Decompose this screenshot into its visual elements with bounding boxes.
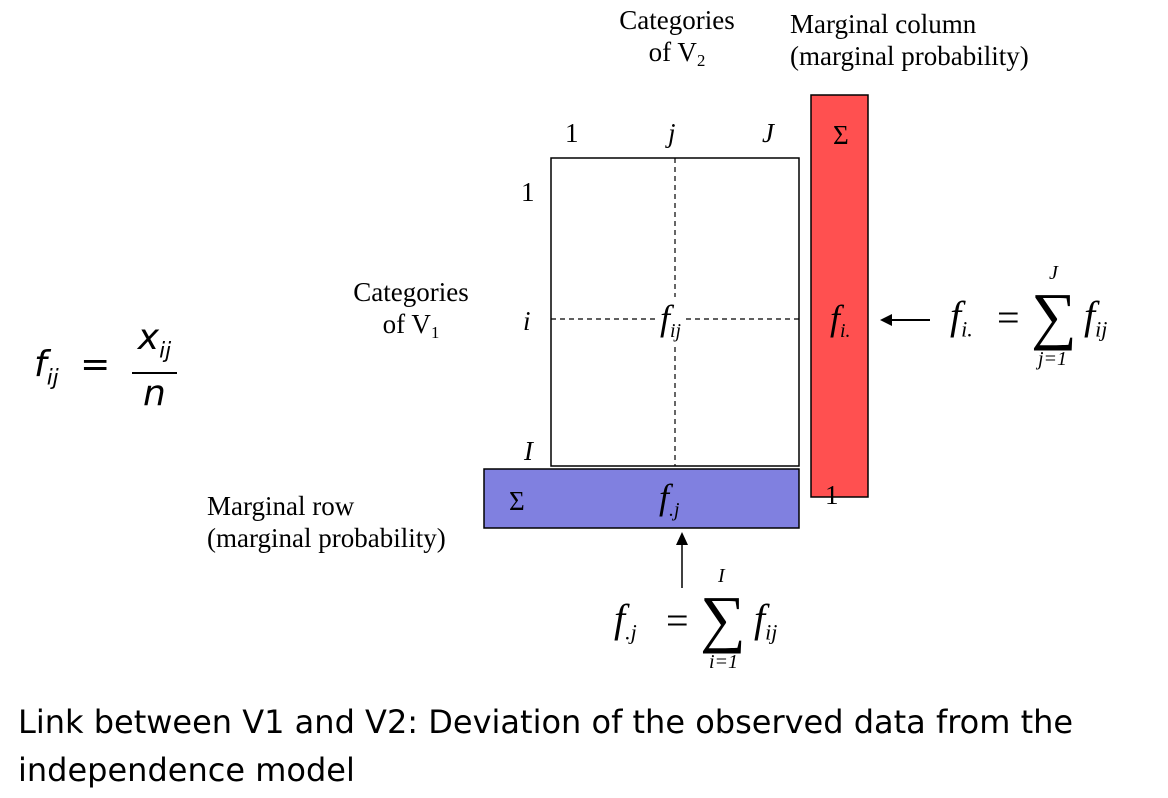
formula-denominator: n <box>143 372 166 414</box>
arrow-head-left-icon <box>880 314 892 326</box>
marg-col-end-label: 1 <box>825 480 839 510</box>
marg-row-sum-symbol: Σ <box>509 486 525 516</box>
marginal-column-label: Marginal column (marginal probability) <box>790 9 1029 72</box>
formula-fij-definition: fij = xij n <box>34 318 178 414</box>
formula-numerator: xij <box>131 318 178 374</box>
left-categories-label: Categories of V1 <box>353 277 469 343</box>
col-header-J: J <box>762 118 774 148</box>
marginal-column-bar <box>810 94 869 498</box>
row-header-I: I <box>524 436 533 466</box>
formula-lhs: f <box>34 343 47 385</box>
caption-text: Link between V1 and V2: Deviation of the… <box>18 703 1074 789</box>
arrow-head-up-icon <box>676 532 688 545</box>
sigma-icon: ∑ <box>700 583 746 654</box>
col-header-j: j <box>668 118 676 148</box>
marg-col-fi: fi. <box>830 298 851 342</box>
marg-row-fj: f.j <box>659 477 680 521</box>
formula-equals: = <box>80 343 111 385</box>
row-header-i: i <box>523 306 531 336</box>
marg-col-sum-symbol: Σ <box>833 120 849 150</box>
marginal-row-label: Marginal row (marginal probability) <box>207 491 446 554</box>
formula-fraction: xij n <box>131 318 178 414</box>
sigma-icon: ∑ <box>1031 280 1077 351</box>
marginal-row-bar <box>483 468 800 529</box>
cell-fij: fij <box>656 297 686 344</box>
col-header-first: 1 <box>565 118 579 148</box>
sum-formula-fj: f.j = ∑ I i=1 fij <box>614 565 778 673</box>
sum-formula-fi: fi. = ∑ J j=1 fij <box>950 262 1108 370</box>
row-header-first: 1 <box>521 177 535 207</box>
top-categories-label: Categories of V2 <box>619 5 735 71</box>
formula-lhs-sub: ij <box>46 365 59 391</box>
